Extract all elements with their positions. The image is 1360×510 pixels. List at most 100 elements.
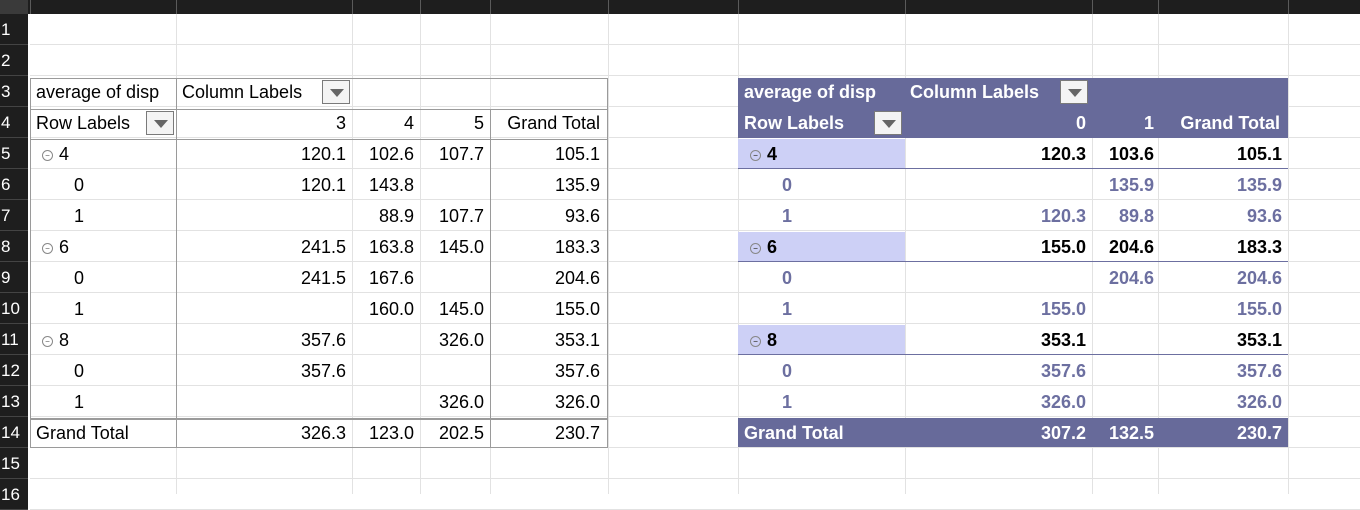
pivot-row-total-cell[interactable]: 204.6	[554, 268, 600, 288]
row-header[interactable]: 5	[0, 138, 28, 169]
row-header[interactable]: 9	[0, 262, 28, 293]
filter-dropdown-icon[interactable]	[874, 111, 902, 135]
pivot-value-cell[interactable]: 163.8	[368, 237, 414, 257]
pivot-row-total-cell[interactable]: 183.3	[554, 237, 600, 257]
pivot-value-cell[interactable]: 143.8	[368, 175, 414, 195]
filter-dropdown-icon[interactable]	[146, 111, 174, 135]
pivot-value-cell[interactable]: 204.6	[1108, 268, 1154, 288]
pivot-row-total-cell[interactable]: 155.0	[1236, 299, 1282, 319]
pivot-value-cell[interactable]	[414, 169, 484, 199]
pivot-value-cell[interactable]: 241.5	[300, 268, 346, 288]
filter-dropdown-icon[interactable]	[322, 80, 350, 104]
pivot-value-cell[interactable]: 204.6	[1108, 237, 1154, 257]
pivot-value-cell[interactable]: 107.7	[438, 206, 484, 226]
pivot-value-cell[interactable]: 102.6	[368, 144, 414, 164]
pivot-group-row-label[interactable]: −8	[750, 324, 870, 354]
pivot-value-cell[interactable]: 326.0	[438, 330, 484, 350]
pivot-value-cell[interactable]: 88.9	[378, 206, 414, 226]
row-header[interactable]: 1	[0, 14, 28, 45]
pivot-value-cell[interactable]	[344, 324, 414, 354]
pivot-value-cell[interactable]	[276, 200, 346, 230]
pivot-row-total-cell[interactable]: 326.0	[1236, 392, 1282, 412]
pivot-value-cell[interactable]: 120.1	[300, 144, 346, 164]
collapse-toggle-icon[interactable]: −	[750, 335, 761, 347]
pivot-value-cell[interactable]: 357.6	[300, 361, 346, 381]
row-header[interactable]: 3	[0, 76, 28, 107]
pivot-group-row-label[interactable]: −6	[750, 231, 870, 261]
pivot-value-cell[interactable]: 326.0	[438, 392, 484, 412]
row-header[interactable]: 10	[0, 293, 28, 324]
collapse-toggle-icon[interactable]: −	[750, 149, 761, 161]
pivot-row-total-cell[interactable]: 353.1	[1236, 330, 1282, 350]
select-all-corner[interactable]	[0, 0, 28, 14]
pivot-row-total-cell[interactable]: 204.6	[1236, 268, 1282, 288]
collapse-toggle-icon[interactable]: −	[750, 242, 761, 254]
row-header[interactable]: 14	[0, 417, 28, 448]
pivot-row-total-cell[interactable]: 183.3	[1236, 237, 1282, 257]
pivot-value-cell[interactable]	[1074, 386, 1154, 416]
row-header[interactable]: 15	[0, 448, 28, 479]
pivot-row-total-cell[interactable]: 326.0	[554, 392, 600, 412]
pivot-value-cell[interactable]	[276, 293, 346, 323]
pivot-row-total-cell[interactable]: 155.0	[554, 299, 600, 319]
filter-dropdown-icon[interactable]	[1060, 80, 1088, 104]
pivot-value-cell[interactable]: 89.8	[1118, 206, 1154, 226]
row-header[interactable]: 13	[0, 386, 28, 417]
pivot-row-total-cell[interactable]: 105.1	[1236, 144, 1282, 164]
pivot-value-cell[interactable]: 135.9	[1108, 175, 1154, 195]
grand-total-cell[interactable]: 230.7	[554, 423, 600, 443]
collapse-toggle-icon[interactable]: −	[42, 149, 53, 161]
pivot-value-cell[interactable]: 120.3	[1040, 206, 1086, 226]
pivot-value-cell[interactable]: 120.1	[300, 175, 346, 195]
pivot-value-cell[interactable]	[414, 262, 484, 292]
grand-total-value-cell[interactable]: 307.2	[1040, 423, 1086, 443]
pivot-value-cell[interactable]	[1074, 293, 1154, 323]
pivot-value-cell[interactable]	[414, 355, 484, 385]
pivot-value-cell[interactable]	[276, 386, 346, 416]
grand-total-value-cell[interactable]: 326.3	[300, 423, 346, 443]
pivot-row-total-cell[interactable]: 105.1	[554, 144, 600, 164]
pivot-row-total-cell[interactable]: 357.6	[554, 361, 600, 381]
row-header[interactable]: 11	[0, 324, 28, 355]
row-header[interactable]: 8	[0, 231, 28, 262]
pivot-value-cell[interactable]: 357.6	[1040, 361, 1086, 381]
pivot-row-total-cell[interactable]: 93.6	[1246, 206, 1282, 226]
row-header[interactable]: 6	[0, 169, 28, 200]
pivot-value-cell[interactable]	[1074, 355, 1154, 385]
row-header[interactable]: 2	[0, 45, 28, 76]
pivot-value-cell[interactable]	[1074, 324, 1154, 354]
pivot-row-total-cell[interactable]: 357.6	[1236, 361, 1282, 381]
pivot-value-cell[interactable]: 326.0	[1040, 392, 1086, 412]
pivot-value-cell[interactable]: 103.6	[1108, 144, 1154, 164]
pivot-group-row-label[interactable]: −6	[42, 231, 162, 261]
pivot-row-total-cell[interactable]: 353.1	[554, 330, 600, 350]
pivot-value-cell[interactable]: 145.0	[438, 299, 484, 319]
pivot-value-cell[interactable]: 167.6	[368, 268, 414, 288]
pivot-value-cell[interactable]	[344, 386, 414, 416]
grand-total-cell[interactable]: 230.7	[1236, 423, 1282, 443]
pivot-value-cell[interactable]: 241.5	[300, 237, 346, 257]
pivot-value-cell[interactable]: 160.0	[368, 299, 414, 319]
grand-total-value-cell[interactable]: 132.5	[1108, 423, 1154, 443]
row-header[interactable]: 16	[0, 479, 28, 510]
pivot-row-total-cell[interactable]: 135.9	[1236, 175, 1282, 195]
pivot-value-cell[interactable]: 155.0	[1040, 299, 1086, 319]
pivot-value-cell[interactable]: 155.0	[1040, 237, 1086, 257]
pivot-value-cell[interactable]: 145.0	[438, 237, 484, 257]
grand-total-value-cell[interactable]: 202.5	[438, 423, 484, 443]
pivot-row-total-cell[interactable]: 135.9	[554, 175, 600, 195]
row-header[interactable]: 4	[0, 107, 28, 138]
row-header[interactable]: 7	[0, 200, 28, 231]
pivot-value-cell[interactable]: 357.6	[300, 330, 346, 350]
pivot-value-cell[interactable]	[344, 355, 414, 385]
pivot-row-total-cell[interactable]: 93.6	[564, 206, 600, 226]
pivot-group-row-label[interactable]: −4	[42, 138, 162, 168]
collapse-toggle-icon[interactable]: −	[42, 335, 53, 347]
collapse-toggle-icon[interactable]: −	[42, 242, 53, 254]
pivot-value-cell[interactable]: 120.3	[1040, 144, 1086, 164]
pivot-group-row-label[interactable]: −8	[42, 324, 162, 354]
grand-total-value-cell[interactable]: 123.0	[368, 423, 414, 443]
pivot-group-row-label[interactable]: −4	[750, 138, 870, 168]
pivot-value-cell[interactable]: 107.7	[438, 144, 484, 164]
